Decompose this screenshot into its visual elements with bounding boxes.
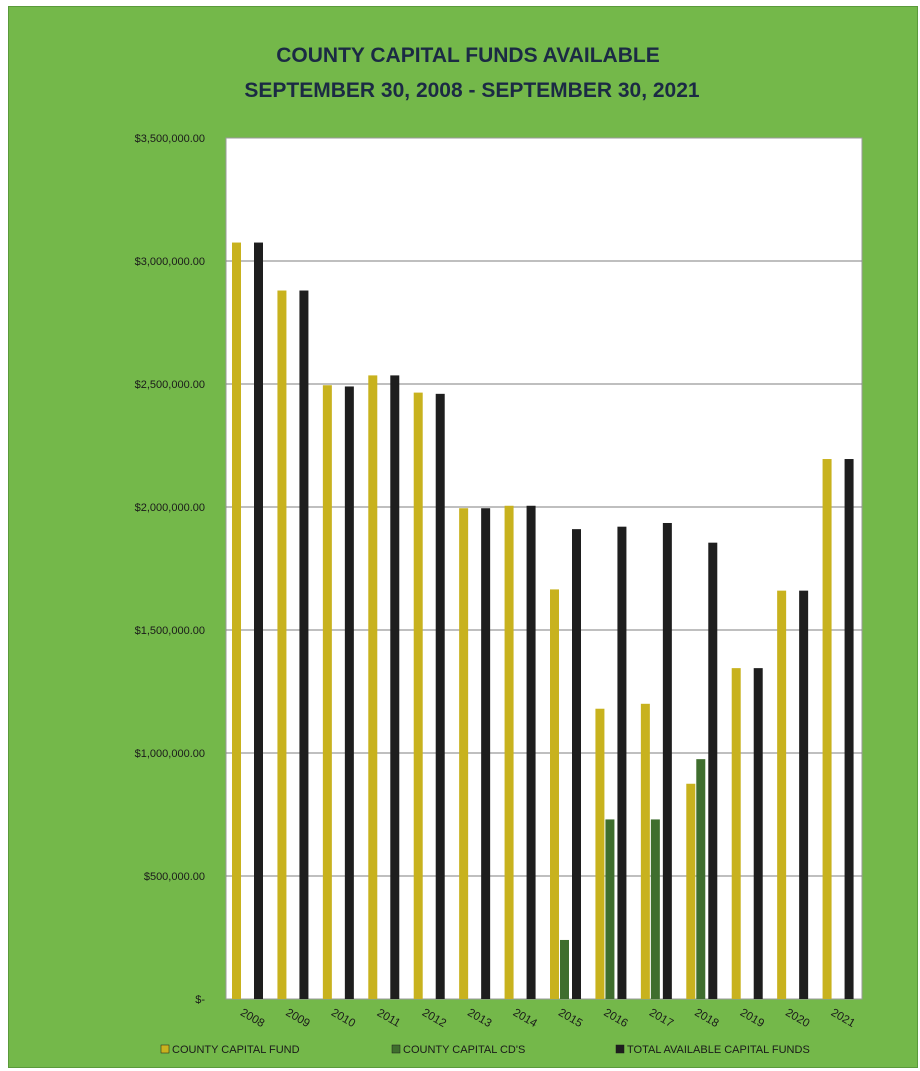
bar-total-2020 xyxy=(799,590,809,999)
x-tick-label: 2018 xyxy=(692,1007,720,1030)
legend-item-total: TOTAL AVAILABLE CAPITAL FUNDS xyxy=(615,1044,810,1056)
x-tick-label: 2016 xyxy=(602,1007,630,1030)
y-axis: $- $500,000.00 $1,000,000.00 $1,500,000.00 $… xyxy=(135,133,206,1006)
bar-group-2009 xyxy=(277,290,309,999)
bar-total-2016 xyxy=(617,526,627,999)
bar-group-2016 xyxy=(595,526,627,999)
bar-total-2013 xyxy=(481,508,491,999)
x-tick-label: 2009 xyxy=(284,1007,312,1030)
bar-cds-2016 xyxy=(605,819,615,999)
y-tick-label: $1,000,000.00 xyxy=(135,748,205,760)
bar-total-2009 xyxy=(299,290,309,999)
legend-swatch xyxy=(391,1044,401,1054)
bar-fund-2010 xyxy=(322,385,332,1000)
bar-fund-2016 xyxy=(595,708,605,999)
bar-group-2012 xyxy=(413,392,445,1000)
y-tick-label: $3,000,000.00 xyxy=(135,256,205,268)
bar-total-2008 xyxy=(254,242,263,1000)
bar-group-2019 xyxy=(731,668,763,999)
bar-group-2021 xyxy=(822,459,854,999)
chart-title-line-2: SEPTEMBER 30, 2008 - SEPTEMBER 30, 2021 xyxy=(244,79,700,102)
bar-total-2012 xyxy=(435,393,445,1000)
bar-fund-2014 xyxy=(504,505,514,999)
bars xyxy=(232,242,854,1000)
bar-cds-2017 xyxy=(650,819,660,999)
bar-fund-2019 xyxy=(731,668,741,999)
bar-total-2017 xyxy=(662,522,672,999)
x-tick-label: 2014 xyxy=(511,1007,540,1030)
legend-item-cds: COUNTY CAPITAL CD'S xyxy=(391,1044,525,1056)
legend-item-fund: COUNTY CAPITAL FUND xyxy=(160,1044,300,1056)
bar-fund-2011 xyxy=(368,375,378,999)
x-axis: 2008 2009 2010 2011 2012 2013 2014 2015 2016 2017… xyxy=(238,1007,857,1030)
legend-label: COUNTY CAPITAL CD'S xyxy=(403,1044,525,1056)
bar-group-2010 xyxy=(322,385,354,1000)
y-tick-label: $500,000.00 xyxy=(144,871,205,883)
bar-total-2019 xyxy=(753,668,763,999)
x-tick-label: 2011 xyxy=(375,1007,402,1030)
y-tick-label: $2,000,000.00 xyxy=(135,502,205,514)
x-tick-label: 2010 xyxy=(329,1007,357,1030)
chart-title-line-1: COUNTY CAPITAL FUNDS AVAILABLE xyxy=(276,44,659,67)
bar-total-2010 xyxy=(344,386,354,1000)
bar-fund-2013 xyxy=(459,508,469,999)
y-tick-label: $1,500,000.00 xyxy=(135,625,205,637)
bar-total-2018 xyxy=(708,542,718,999)
bar-group-2017 xyxy=(640,522,672,999)
legend-swatch xyxy=(615,1044,625,1054)
legend-label: COUNTY CAPITAL FUND xyxy=(172,1044,300,1056)
bar-fund-2017 xyxy=(640,703,650,999)
bar-group-2011 xyxy=(368,375,400,999)
bar-group-2015 xyxy=(550,529,581,999)
bar-total-2021 xyxy=(844,459,854,999)
bar-fund-2021 xyxy=(822,459,832,999)
x-tick-label: 2019 xyxy=(738,1007,766,1030)
legend-swatch xyxy=(160,1044,170,1054)
x-tick-label: 2020 xyxy=(783,1007,811,1030)
y-tick-label: $- xyxy=(195,994,205,1006)
legend: COUNTY CAPITAL FUND COUNTY CAPITAL CD'S TO… xyxy=(160,1044,810,1056)
bar-total-2015 xyxy=(572,529,581,999)
bar-fund-2012 xyxy=(413,392,423,999)
bar-fund-2020 xyxy=(777,590,787,999)
legend-label: TOTAL AVAILABLE CAPITAL FUNDS xyxy=(627,1044,810,1056)
bar-fund-2009 xyxy=(277,290,287,999)
bar-fund-2018 xyxy=(686,783,696,999)
bar-group-2014 xyxy=(504,505,536,999)
bar-fund-2015 xyxy=(550,589,559,999)
x-tick-label: 2017 xyxy=(647,1007,675,1030)
plot-area xyxy=(225,137,863,1000)
x-tick-label: 2021 xyxy=(829,1007,857,1030)
bar-group-2008 xyxy=(232,242,263,1000)
bar-cds-2015 xyxy=(560,939,569,999)
bar-total-2014 xyxy=(526,505,536,999)
x-tick-label: 2013 xyxy=(465,1007,493,1030)
bar-total-2011 xyxy=(390,375,400,999)
y-tick-label: $2,500,000.00 xyxy=(135,379,205,391)
bar-group-2018 xyxy=(686,542,718,999)
chart-title: COUNTY CAPITAL FUNDS AVAILABLE SEPTEMBER… xyxy=(244,44,700,102)
bar-group-2013 xyxy=(459,508,491,999)
x-tick-label: 2012 xyxy=(420,1007,448,1030)
y-tick-label: $3,500,000.00 xyxy=(135,133,205,145)
bar-fund-2008 xyxy=(232,242,241,1000)
bar-group-2020 xyxy=(777,590,809,999)
bar-cds-2018 xyxy=(696,759,706,999)
x-tick-label: 2008 xyxy=(238,1007,266,1030)
x-tick-label: 2015 xyxy=(556,1007,584,1030)
